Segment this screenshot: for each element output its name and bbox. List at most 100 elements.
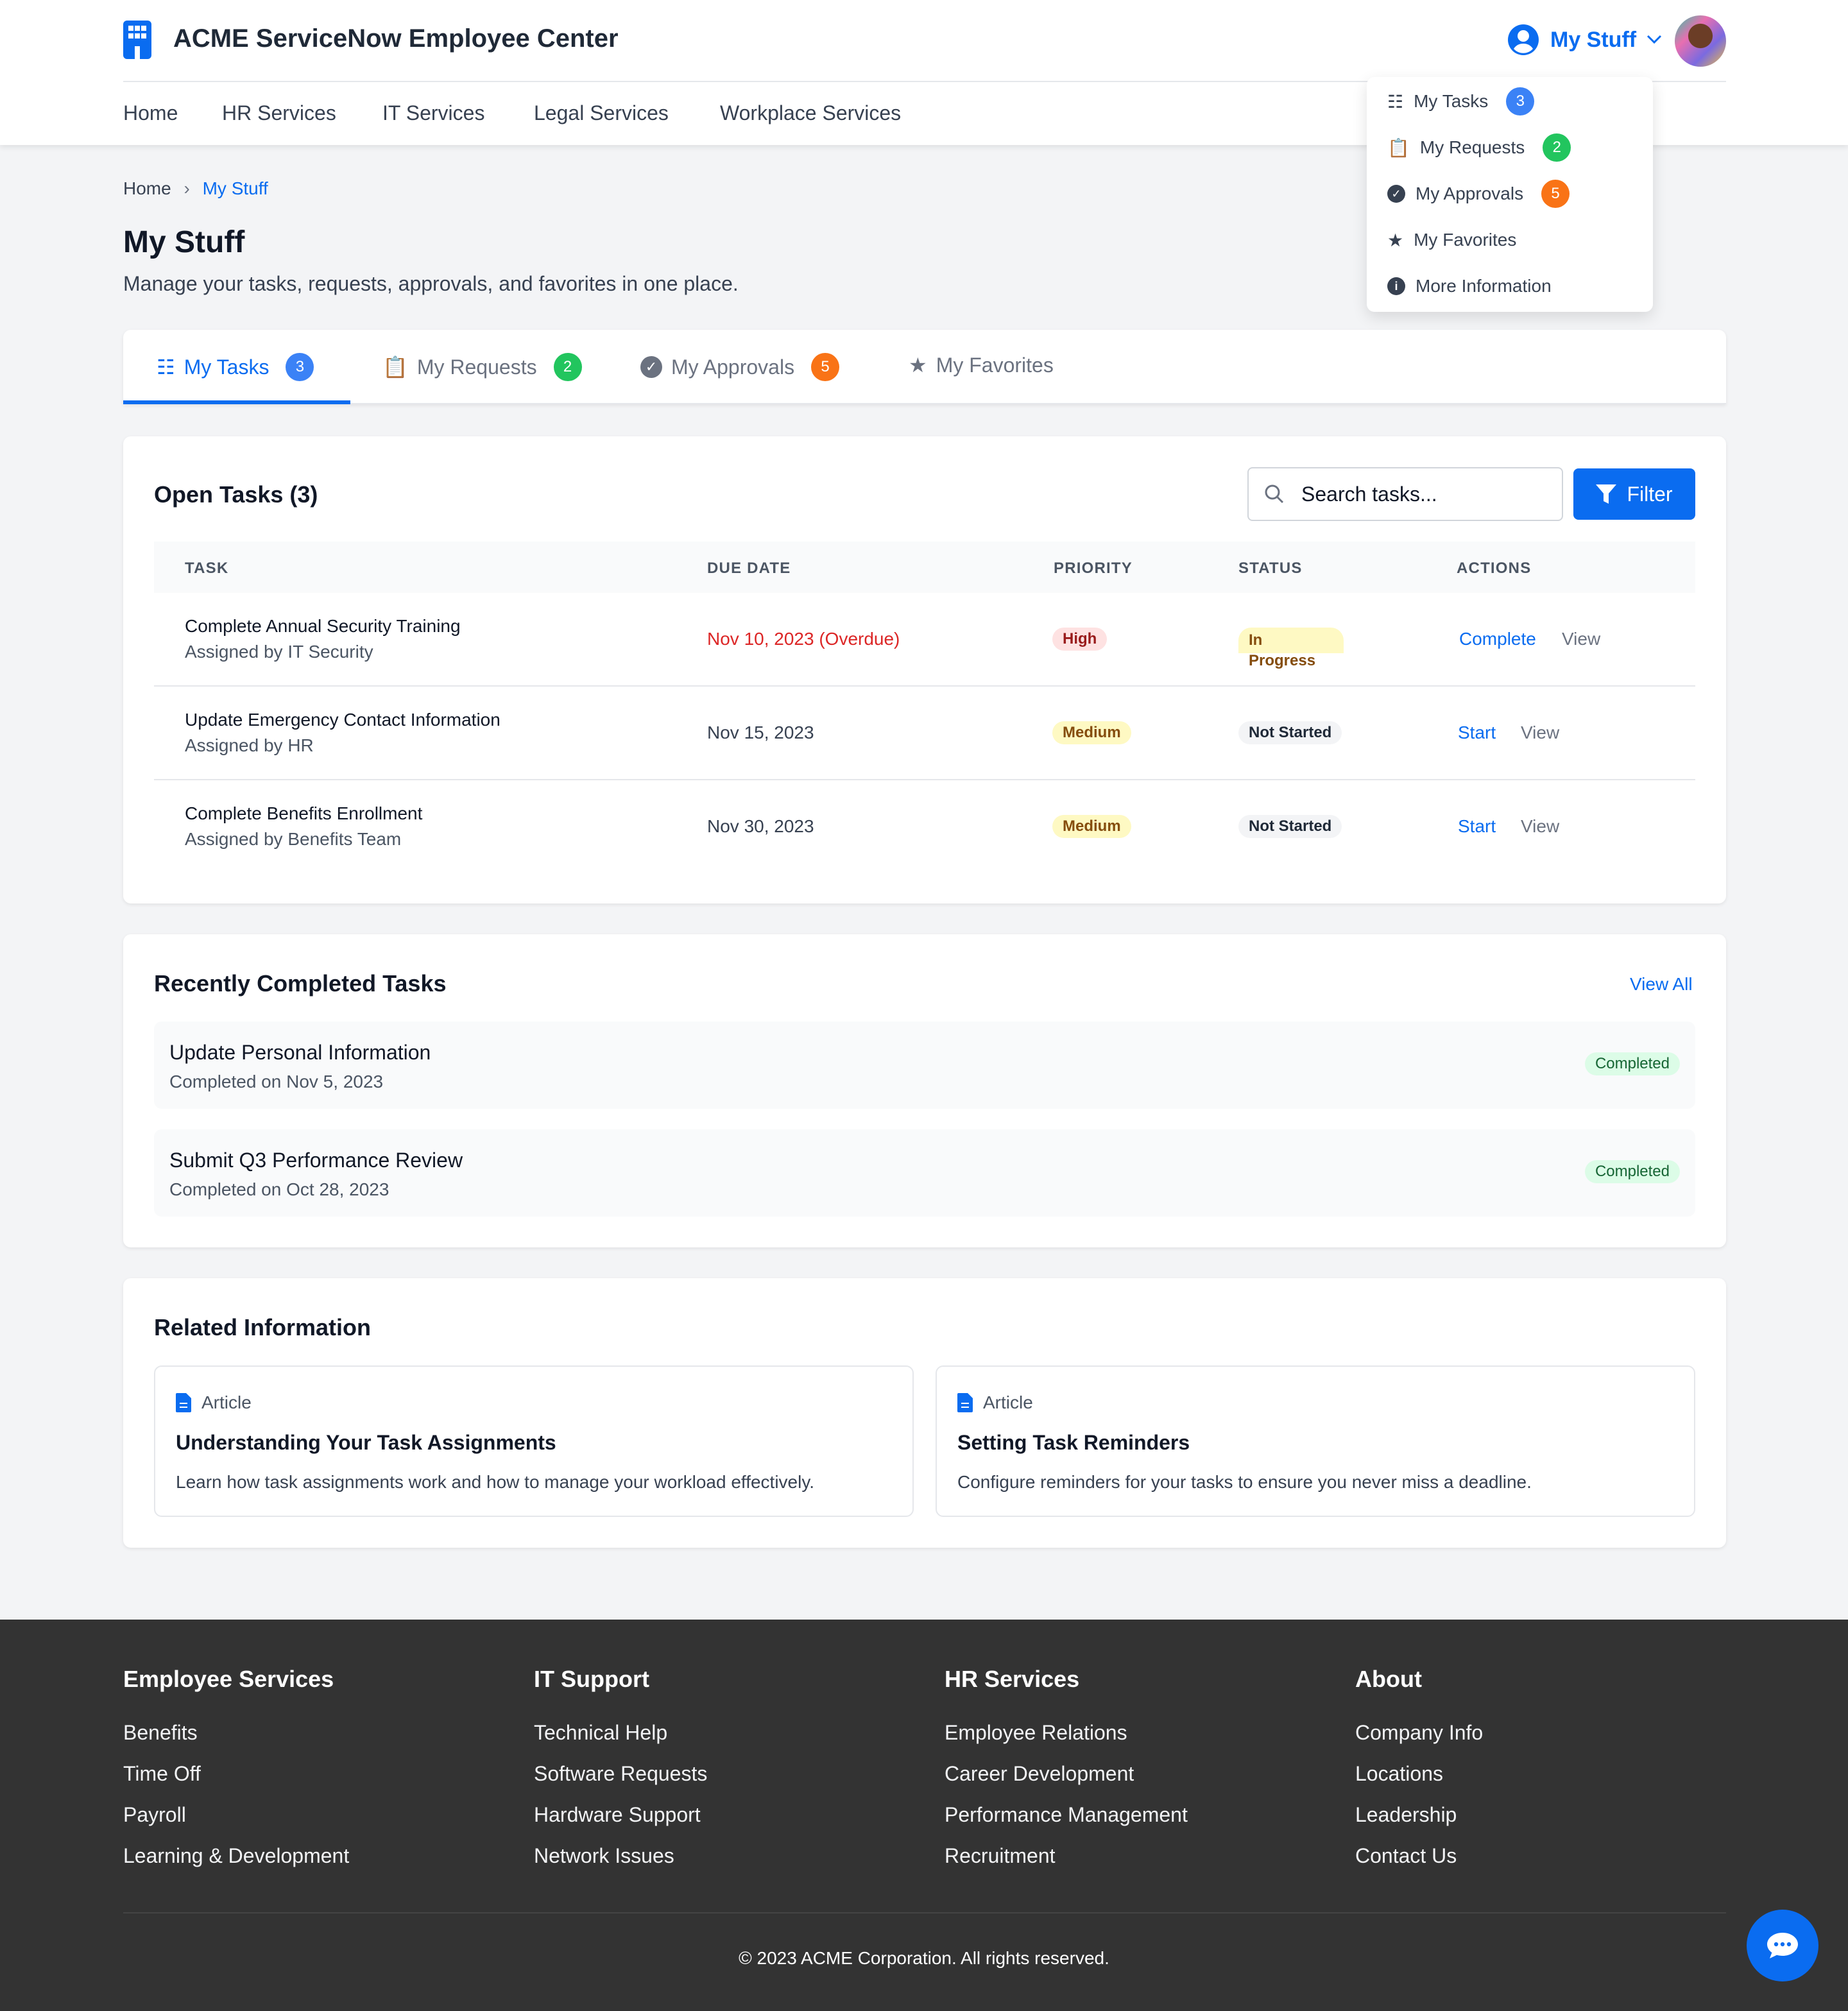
section-title: Open Tasks (3) xyxy=(154,481,318,508)
info-icon: i xyxy=(1387,277,1405,295)
footer-link[interactable]: Recruitment xyxy=(945,1844,1056,1867)
tasks-icon: ☷ xyxy=(157,355,175,379)
nav-home[interactable]: Home xyxy=(123,101,178,124)
priority-badge: Medium xyxy=(1052,721,1131,744)
complete-link[interactable]: Complete xyxy=(1459,629,1536,649)
footer-link[interactable]: Payroll xyxy=(123,1803,186,1826)
status-badge: Not Started xyxy=(1238,815,1342,838)
avatar[interactable] xyxy=(1675,15,1726,67)
chat-bubble-icon xyxy=(1767,1933,1798,1958)
dropdown-item-my-favorites[interactable]: ★ My Favorites xyxy=(1387,230,1517,250)
check-circle-icon: ✓ xyxy=(1387,185,1405,203)
chevron-down-icon xyxy=(1647,35,1662,44)
site-header: ACME ServiceNow Employee Center Home HR … xyxy=(0,0,1848,145)
tab-my-approvals[interactable]: ✓ My Approvals 5 xyxy=(640,353,840,381)
search-icon xyxy=(1265,484,1284,504)
page-subtitle: Manage your tasks, requests, approvals, … xyxy=(123,272,739,295)
list-item[interactable]: Update Personal Information Completed on… xyxy=(154,1022,1695,1109)
search-input[interactable]: Search tasks... xyxy=(1247,467,1563,521)
tab-my-tasks[interactable]: ☷ My Tasks 3 xyxy=(157,353,314,381)
table-row: Complete Benefits Enrollment Assigned by… xyxy=(185,803,1560,849)
view-link[interactable]: View xyxy=(1521,816,1560,836)
footer-link[interactable]: Employee Relations xyxy=(945,1721,1127,1744)
related-information-card: Related Information Article Understandin… xyxy=(123,1278,1726,1548)
start-link[interactable]: Start xyxy=(1458,723,1496,742)
footer-link[interactable]: Performance Management xyxy=(945,1803,1188,1826)
start-link[interactable]: Start xyxy=(1458,816,1496,836)
tab-bar: ☷ My Tasks 3 📋 My Requests 2 ✓ My Approvals 5 … xyxy=(123,330,1726,404)
nav-legal-services[interactable]: Legal Services xyxy=(534,101,669,124)
my-stuff-label: My Stuff xyxy=(1550,27,1637,52)
status-badge: In Progress xyxy=(1238,628,1344,674)
nav-it-services[interactable]: IT Services xyxy=(382,101,485,124)
footer-heading: Employee Services xyxy=(123,1666,334,1692)
my-stuff-menu-button[interactable]: My Stuff xyxy=(1507,23,1662,56)
list-item[interactable]: Submit Q3 Performance Review Completed o… xyxy=(154,1129,1695,1217)
breadcrumb-current[interactable]: My Stuff xyxy=(202,178,268,198)
table-row: Update Emergency Contact Information Ass… xyxy=(154,687,1695,780)
priority-badge: High xyxy=(1052,628,1108,651)
open-tasks-card: Open Tasks (3) Search tasks... Filter TA… xyxy=(123,436,1726,903)
view-all-link[interactable]: View All xyxy=(1630,974,1693,994)
site-footer: © 2023 ACME Corporation. All rights rese… xyxy=(0,1620,1848,2011)
footer-heading: IT Support xyxy=(534,1666,649,1692)
table-row: Complete Annual Security Training Assign… xyxy=(154,593,1695,687)
filter-button[interactable]: Filter xyxy=(1573,468,1695,520)
section-title: Related Information xyxy=(154,1314,372,1340)
view-link[interactable]: View xyxy=(1521,723,1560,742)
nav-workplace-services[interactable]: Workplace Services xyxy=(720,101,902,124)
footer-heading: About xyxy=(1355,1666,1422,1692)
document-icon xyxy=(176,1393,191,1412)
footer-link[interactable]: Locations xyxy=(1355,1762,1443,1785)
priority-badge: Medium xyxy=(1052,815,1131,838)
view-link[interactable]: View xyxy=(1562,629,1601,649)
active-tab-indicator xyxy=(123,400,350,404)
footer-link[interactable]: Company Info xyxy=(1355,1721,1484,1744)
footer-link[interactable]: Network Issues xyxy=(534,1844,674,1867)
divider xyxy=(123,81,1726,82)
count-badge: 2 xyxy=(553,353,582,381)
dropdown-item-my-requests[interactable]: 📋 My Requests 2 xyxy=(1387,133,1571,162)
count-badge: 3 xyxy=(1506,87,1535,116)
count-badge: 3 xyxy=(286,353,314,381)
footer-link[interactable]: Time Off xyxy=(123,1762,201,1785)
tab-my-favorites[interactable]: ★ My Favorites xyxy=(909,353,1054,377)
status-badge: Completed xyxy=(1584,1052,1680,1075)
footer-link[interactable]: Career Development xyxy=(945,1762,1134,1785)
footer-link[interactable]: Software Requests xyxy=(534,1762,708,1785)
building-logo-icon xyxy=(123,21,151,59)
tasks-icon: ☷ xyxy=(1387,91,1404,112)
count-badge: 5 xyxy=(811,353,840,381)
footer-link[interactable]: Hardware Support xyxy=(534,1803,701,1826)
footer-link[interactable]: Benefits xyxy=(123,1721,198,1744)
tab-my-requests[interactable]: 📋 My Requests 2 xyxy=(382,353,582,381)
document-icon xyxy=(957,1393,973,1412)
chat-button[interactable] xyxy=(1747,1910,1818,1981)
article-card[interactable]: Article Setting Task Reminders Configure… xyxy=(936,1365,1695,1517)
breadcrumb: Home › My Stuff xyxy=(123,178,268,199)
breadcrumb-home[interactable]: Home xyxy=(123,178,171,198)
footer-link[interactable]: Technical Help xyxy=(534,1721,668,1744)
section-title: Recently Completed Tasks xyxy=(154,970,447,997)
footer-link[interactable]: Contact Us xyxy=(1355,1844,1457,1867)
check-circle-icon: ✓ xyxy=(640,356,662,378)
divider xyxy=(123,1912,1726,1913)
app-title: ACME ServiceNow Employee Center xyxy=(173,24,619,53)
nav-hr-services[interactable]: HR Services xyxy=(222,101,336,124)
recently-completed-card: Recently Completed Tasks View All Update… xyxy=(123,934,1726,1247)
article-card[interactable]: Article Understanding Your Task Assignme… xyxy=(154,1365,914,1517)
dropdown-item-my-tasks[interactable]: ☷ My Tasks 3 xyxy=(1387,87,1535,116)
status-badge: Completed xyxy=(1584,1160,1680,1183)
dropdown-item-my-approvals[interactable]: ✓ My Approvals 5 xyxy=(1387,180,1570,208)
chevron-right-icon: › xyxy=(184,178,190,198)
clipboard-icon: 📋 xyxy=(382,355,408,379)
star-icon: ★ xyxy=(909,354,927,377)
count-badge: 5 xyxy=(1541,180,1570,208)
footer-link[interactable]: Leadership xyxy=(1355,1803,1457,1826)
my-stuff-dropdown: ☷ My Tasks 3 📋 My Requests 2 ✓ My Approvals 5 … xyxy=(1367,77,1653,312)
clipboard-icon: 📋 xyxy=(1387,137,1410,158)
filter-icon xyxy=(1596,484,1617,504)
count-badge: 2 xyxy=(1543,133,1571,162)
footer-link[interactable]: Learning & Development xyxy=(123,1844,350,1867)
dropdown-item-more-information[interactable]: i More Information xyxy=(1387,272,1552,300)
